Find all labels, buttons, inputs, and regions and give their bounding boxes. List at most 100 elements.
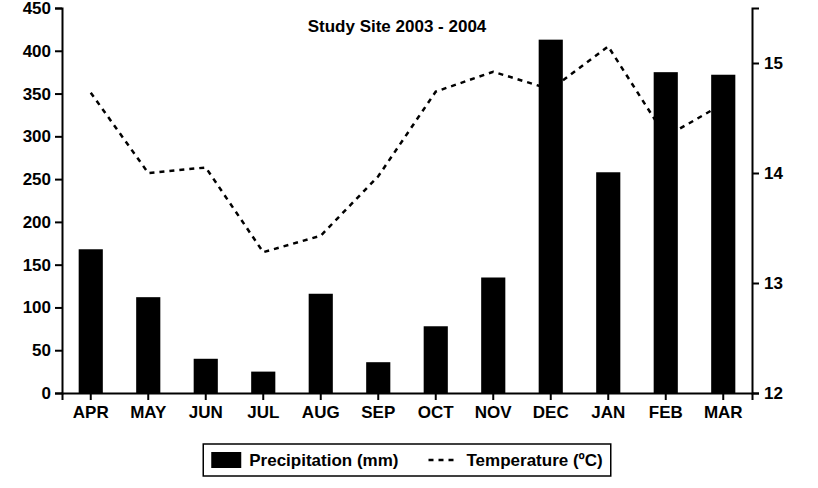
y2-tick-label: 13 [764,274,783,293]
x-tick: MAY [130,393,167,422]
x-tick: APR [73,393,109,422]
bar [366,362,390,393]
x-tick-label: JUL [247,403,279,422]
x-tick: FEB [649,393,683,422]
bar-series [79,40,736,393]
y-tick-label: 250 [23,170,51,189]
x-tick: JUL [247,393,279,422]
y-tick-mark [55,264,62,266]
y2-tick: 14 [752,164,783,183]
y2-tick-mark [752,173,759,175]
axis-line [55,9,63,394]
y-tick-label: 350 [23,84,51,103]
y-tick: 350 [23,84,62,103]
y-tick-label: 0 [42,384,51,403]
bar [654,72,678,393]
x-tick-label: MAR [704,403,743,422]
y-tick: 250 [23,170,62,189]
title: Study Site 2003 - 2004 [308,17,487,36]
y-tick-mark [55,393,62,395]
legend: Precipitation (mm) Temperature (ºC) [203,444,611,476]
x-tick-label: SEP [361,403,395,422]
y-tick: 400 [23,42,62,61]
x-tick-mark [90,393,92,400]
bar [711,75,735,393]
x-tick-mark [492,393,494,400]
x-tick-label: OCT [418,403,455,422]
legend-label: Temperature (ºC) [467,451,603,470]
x-tick: MAR [704,393,743,422]
x-axis: APR MAY JUN JUL AUG SEP OCT NOV DEC JAN FEB MAR [63,393,753,422]
x-tick-label: FEB [649,403,683,422]
x-tick-mark [665,393,667,400]
x-tick-label: AUG [302,403,340,422]
y-axis: 0 50 100 150 200 250 300 350 400 450 [23,0,63,403]
y2-axis: 12 13 14 15 [752,9,783,403]
y2-tick-mark [752,283,759,285]
y2-tick-label: 12 [764,384,783,403]
bar [481,278,505,394]
y-tick: 300 [23,127,62,146]
bar [539,40,563,393]
y2-tick: 13 [752,274,783,293]
y-tick-mark [55,136,62,138]
x-tick: JUN [189,393,223,422]
x-tick-mark [147,393,149,400]
y-tick: 450 [23,0,62,18]
x-tick-mark [262,393,264,400]
y-tick-mark [55,50,62,52]
bar [424,326,448,393]
y-tick-label: 200 [23,213,51,232]
legend-swatch [211,452,241,468]
bar [194,359,218,393]
y-tick: 200 [23,213,62,232]
x-tick: JAN [591,393,625,422]
temperature-line [91,47,724,253]
x-tick: NOV [475,393,513,422]
y-tick-mark [55,350,62,352]
y-tick-label: 400 [23,42,51,61]
y-tick-mark [55,221,62,223]
legend-label: Precipitation (mm) [249,451,398,470]
x-tick-label: JUN [189,403,223,422]
bar [136,297,160,393]
y-tick-mark [55,93,62,95]
x-tick-mark [607,393,609,400]
x-tick-label: DEC [533,403,569,422]
y2-tick-mark [752,63,759,65]
y-tick-label: 150 [23,256,51,275]
plot: 0 50 100 150 200 250 300 350 400 450 12 13 14 15 APR MA… [23,0,784,422]
x-tick-mark [205,393,207,400]
y-tick-mark [55,8,62,10]
marks [79,40,736,393]
chart: 0 50 100 150 200 250 300 350 400 450 12 13 14 15 APR MA… [0,0,818,488]
y-tick: 50 [32,341,62,360]
x-tick-mark [435,393,437,400]
x-tick-label: APR [73,403,109,422]
legend-box [203,444,611,476]
y-tick: 0 [42,384,62,403]
x-tick: OCT [418,393,455,422]
x-tick: SEP [361,393,395,422]
y-tick: 150 [23,256,62,275]
y2-tick-label: 15 [764,54,783,73]
x-tick: DEC [533,393,569,422]
y-tick-label: 300 [23,127,51,146]
x-tick: AUG [302,393,340,422]
bar [309,294,333,393]
bar [79,249,103,393]
axis-line [63,394,753,401]
y-tick-mark [55,179,62,181]
axis-line [753,9,760,394]
x-tick-mark [550,393,552,400]
x-tick-label: NOV [475,403,513,422]
y-tick-label: 450 [23,0,51,18]
y2-tick: 15 [752,54,783,73]
x-tick-mark [722,393,724,400]
y2-tick: 12 [752,384,783,403]
x-tick-mark [377,393,379,400]
legend-item: Precipitation (mm) [211,451,398,470]
y-tick-label: 50 [32,341,51,360]
y-tick: 100 [23,298,62,317]
x-tick-mark [320,393,322,400]
